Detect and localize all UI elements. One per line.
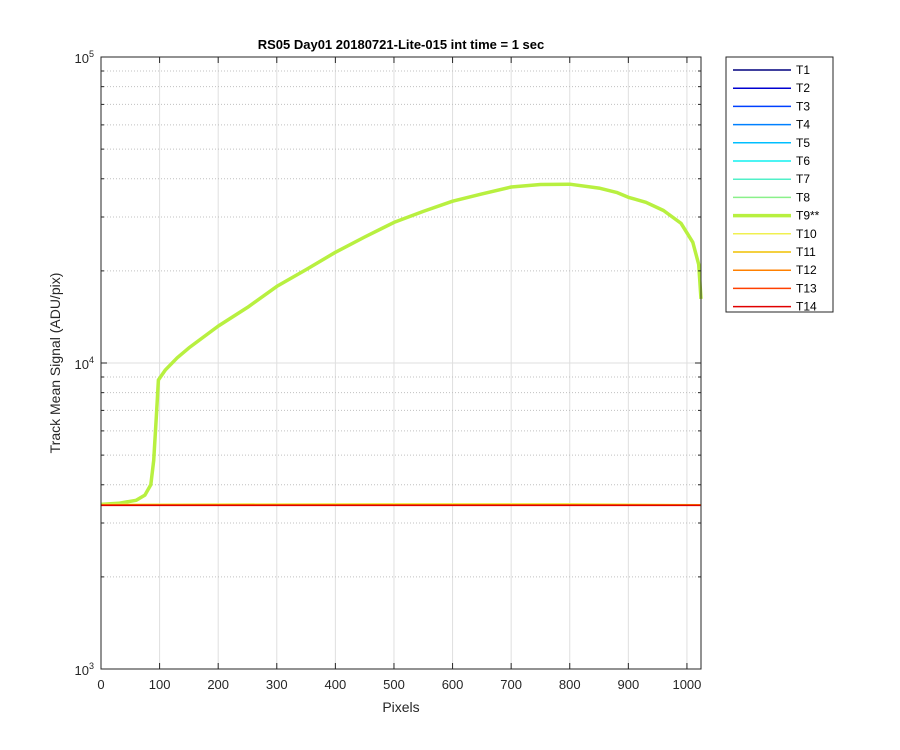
legend-label: T12: [796, 263, 817, 277]
x-tick-label: 500: [383, 677, 405, 692]
y-tick-label-base: 10: [75, 663, 89, 678]
legend-label: T8: [796, 190, 810, 204]
legend-label: T11: [796, 245, 816, 259]
chart-title: RS05 Day01 20180721-Lite-015 int time = …: [258, 37, 545, 52]
y-tick-label-exponent: 4: [89, 355, 94, 365]
legend-label: T5: [796, 136, 810, 150]
x-tick-label: 1000: [672, 677, 701, 692]
series-line-t9: [100, 182, 703, 507]
x-tick-label: 700: [500, 677, 522, 692]
y-tick-label: 103: [75, 661, 94, 678]
x-axis-label: Pixels: [382, 699, 419, 715]
legend-label: T2: [796, 81, 810, 95]
legend-items: T1 T2 T3 T4 T5 T6 T7 T8 T9** T10 T11 T12 T13 T14: [733, 63, 820, 314]
y-tick-label-exponent: 5: [89, 49, 94, 59]
y-tick-label: 105: [75, 49, 94, 66]
y-tick-label-exponent: 3: [89, 661, 94, 671]
legend-label: T10: [796, 227, 817, 241]
series-lines: [100, 182, 703, 507]
y-tick-label-base: 10: [75, 357, 89, 372]
legend-label: T14: [796, 300, 817, 314]
x-tick-label: 900: [617, 677, 639, 692]
tick-labels: 0 100 200 300 400 500 600 700 800 900 100010310410…: [75, 49, 702, 692]
legend-label: T3: [796, 99, 810, 113]
y-tick-label-base: 10: [75, 51, 89, 66]
axis-ticks: [100, 56, 701, 670]
x-tick-label: 800: [559, 677, 581, 692]
x-tick-label: 600: [442, 677, 464, 692]
legend-label: T9**: [796, 209, 820, 223]
legend-label: T7: [796, 172, 810, 186]
grid: [100, 56, 701, 670]
x-tick-label: 100: [149, 677, 171, 692]
legend-box: [725, 56, 834, 313]
legend-label: T13: [796, 281, 817, 295]
legend: T1 T2 T3 T4 T5 T6 T7 T8 T9** T10 T11 T12 T13 T14: [725, 56, 834, 314]
y-axis-label: Track Mean Signal (ADU/pix): [47, 273, 63, 454]
x-tick-label: 200: [207, 677, 229, 692]
x-tick-label: 400: [325, 677, 347, 692]
legend-label: T1: [796, 63, 810, 77]
x-tick-label: 300: [266, 677, 288, 692]
legend-label: T4: [796, 118, 810, 132]
y-tick-label: 104: [75, 355, 94, 372]
legend-label: T6: [796, 154, 810, 168]
x-tick-label: 0: [97, 677, 104, 692]
